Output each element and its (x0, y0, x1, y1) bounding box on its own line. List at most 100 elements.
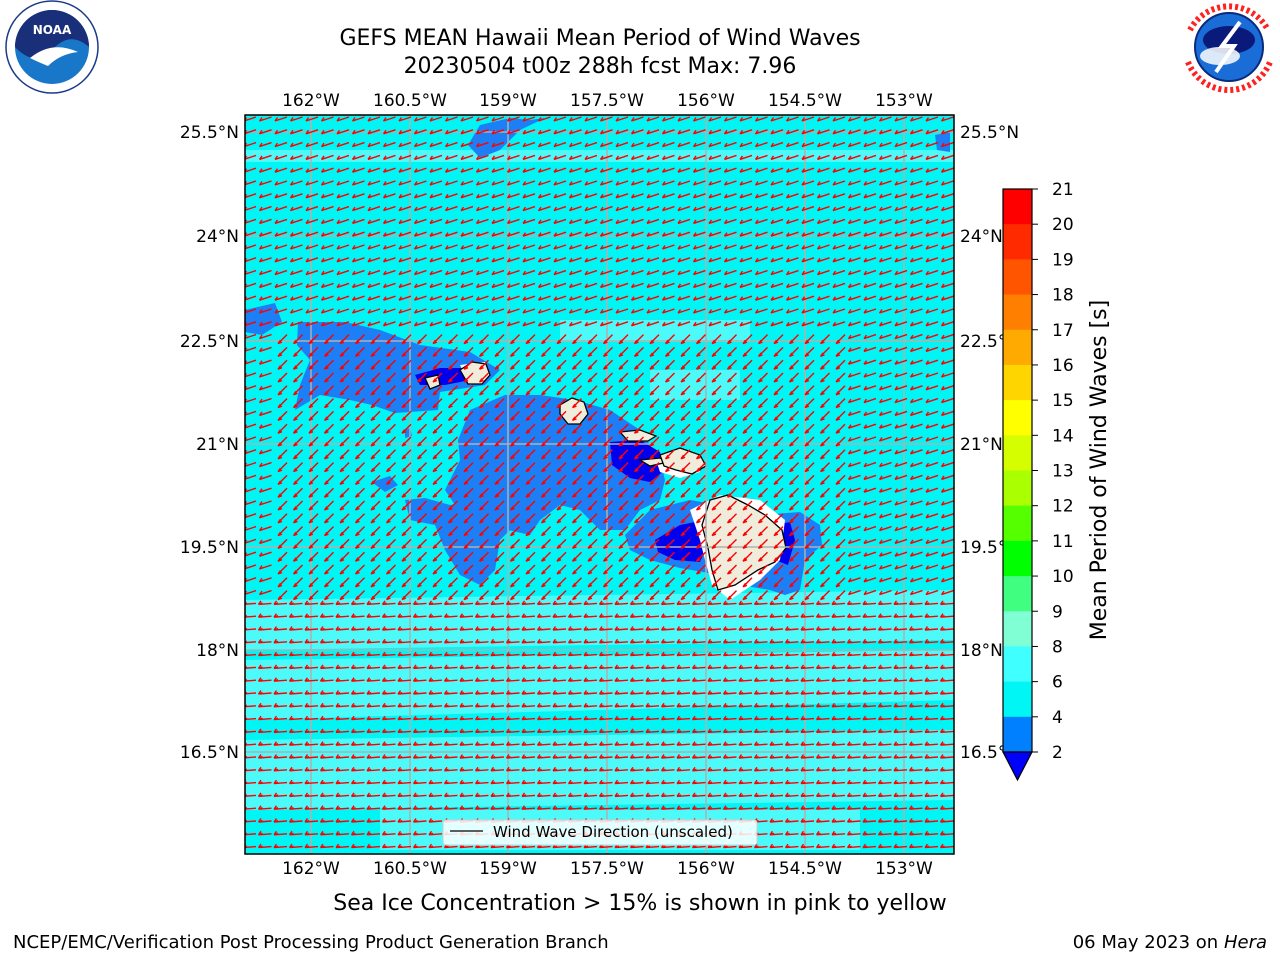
wind-wave-arrow (428, 741, 443, 746)
wind-wave-arrow (447, 513, 458, 524)
colorbar-tick-label: 10 (1052, 567, 1074, 587)
wind-wave-arrow (258, 308, 272, 314)
wind-wave-arrow (614, 805, 629, 810)
wind-wave-arrow (366, 715, 381, 721)
wind-wave-arrow (847, 423, 861, 429)
wind-wave-arrow (788, 423, 799, 434)
wind-wave-arrow (615, 269, 629, 276)
wind-wave-arrow (273, 702, 288, 708)
wind-wave-arrow (305, 295, 319, 301)
wind-wave-arrow (800, 741, 815, 746)
wind-wave-arrow (416, 436, 427, 447)
wind-wave-arrow (354, 398, 365, 409)
wind-wave-arrow (754, 244, 768, 250)
wind-wave-arrow (862, 741, 877, 746)
wind-wave-arrow (292, 526, 303, 537)
wind-wave-arrow (320, 308, 334, 314)
wind-wave-arrow (304, 613, 319, 618)
wind-wave-arrow (692, 244, 706, 250)
wind-wave-arrow (274, 321, 288, 327)
wind-wave-arrow (707, 651, 722, 657)
wind-wave-arrow (460, 129, 474, 135)
wind-wave-arrow (633, 359, 644, 370)
wind-wave-arrow (274, 231, 288, 237)
wind-wave-arrow (308, 590, 319, 601)
wind-wave-arrow (571, 423, 582, 434)
wind-wave-arrow (475, 282, 489, 289)
wind-wave-arrow (567, 638, 582, 644)
wind-wave-arrow (257, 626, 272, 631)
wind-wave-arrow (847, 180, 861, 186)
wind-wave-arrow (522, 269, 536, 276)
wind-wave-arrow (599, 269, 613, 276)
wind-wave-arrow (463, 334, 474, 345)
wind-wave-arrow (909, 308, 923, 314)
wind-wave-arrow (552, 766, 567, 772)
wind-wave-arrow (366, 702, 381, 708)
wind-wave-arrow (788, 372, 799, 383)
wind-wave-arrow (804, 577, 815, 588)
wind-wave-arrow (571, 577, 582, 588)
wind-wave-arrow (615, 167, 629, 173)
colorbar-segment (1003, 540, 1032, 577)
wind-wave-arrow (819, 449, 830, 460)
wind-wave-arrow (323, 500, 334, 511)
wind-wave-arrow (894, 244, 908, 250)
wind-wave-arrow (288, 843, 303, 849)
wind-wave-arrow (723, 154, 737, 161)
wind-wave-arrow (258, 116, 272, 122)
wind-wave-arrow (459, 651, 474, 657)
wind-wave-arrow (939, 754, 954, 759)
wind-wave-arrow (863, 257, 877, 263)
wind-wave-arrow (398, 282, 412, 289)
wind-wave-arrow (351, 180, 365, 186)
wind-wave-arrow (444, 141, 458, 148)
wind-wave-arrow (819, 385, 830, 396)
wind-wave-arrow (304, 600, 319, 606)
colorbar-tick-label: 2 (1052, 743, 1063, 763)
wind-wave-arrow (633, 526, 644, 537)
wind-wave-arrow (893, 690, 908, 695)
lat-tick-left: 24°N (196, 227, 239, 247)
wind-wave-arrow (370, 449, 381, 460)
wind-wave-arrow (571, 449, 582, 460)
wind-wave-arrow (354, 564, 365, 575)
wind-wave-arrow (350, 818, 365, 823)
wind-wave-arrow (277, 487, 288, 498)
wind-wave-arrow (258, 474, 272, 481)
wind-wave-arrow (432, 513, 443, 524)
wind-wave-arrow (540, 398, 551, 409)
wind-wave-arrow (602, 577, 613, 588)
wind-wave-arrow (370, 487, 381, 498)
wind-wave-arrow (509, 372, 520, 383)
wind-wave-arrow (398, 308, 412, 314)
wind-wave-arrow (308, 526, 319, 537)
wind-wave-arrow (939, 651, 954, 657)
wind-wave-arrow (633, 487, 644, 498)
wind-wave-arrow (367, 167, 381, 173)
wind-wave-arrow (618, 538, 629, 550)
wind-wave-arrow (773, 538, 784, 550)
wind-wave-arrow (335, 664, 350, 670)
colorbar-tick-label: 21 (1052, 180, 1074, 200)
wind-wave-arrow (878, 321, 892, 327)
wind-wave-arrow (940, 525, 954, 532)
wind-wave-arrow (370, 346, 381, 358)
wind-wave-arrow (397, 805, 412, 810)
wind-wave-arrow (397, 741, 412, 746)
wind-wave-arrow (862, 702, 877, 708)
wind-wave-arrow (505, 613, 520, 618)
wind-wave-arrow (754, 141, 768, 148)
wind-wave-arrow (877, 600, 892, 606)
wind-wave-arrow (863, 346, 877, 353)
wind-wave-arrow (339, 334, 350, 345)
wind-wave-arrow (292, 500, 303, 511)
wind-wave-arrow (571, 359, 582, 370)
wind-wave-arrow (664, 590, 675, 601)
wind-wave-arrow (494, 474, 505, 486)
wind-wave-arrow (412, 600, 427, 606)
lon-tick-top: 157.5°W (570, 91, 644, 111)
wind-wave-arrow (816, 308, 830, 314)
wind-wave-arrow (553, 193, 567, 199)
wind-wave-arrow (894, 205, 908, 212)
